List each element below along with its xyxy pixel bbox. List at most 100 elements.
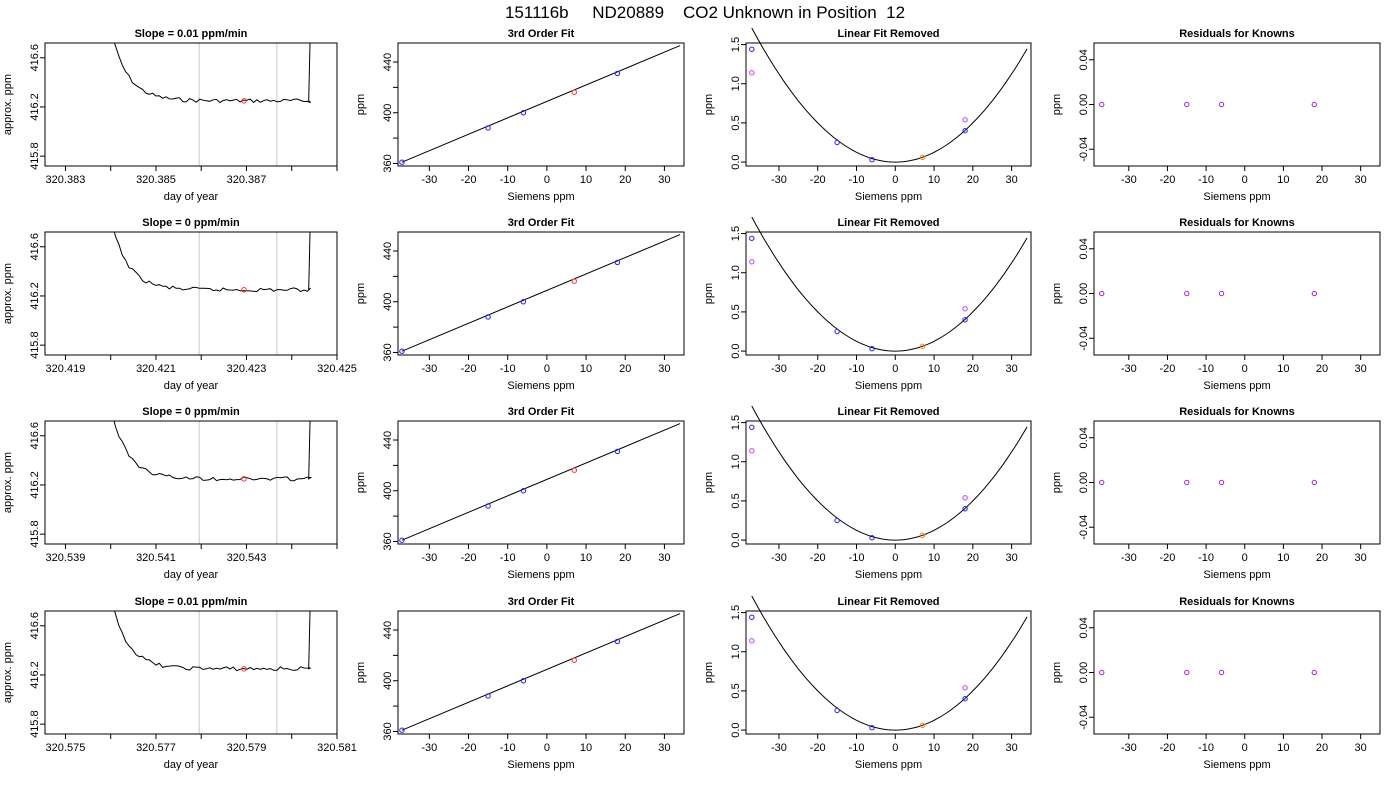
x-tick-label: -30 xyxy=(1121,742,1137,754)
y-tick-label: 400 xyxy=(382,672,394,690)
x-tick-label: 20 xyxy=(619,742,631,754)
y-tick-label: 416.2 xyxy=(29,471,41,499)
y-axis-label: ppm xyxy=(703,94,715,115)
x-tick-label: 30 xyxy=(1005,552,1017,564)
panel-title: Slope = 0 ppm/min xyxy=(142,217,240,229)
residual-point xyxy=(1099,290,1105,297)
fit-line xyxy=(401,45,681,163)
unknown-point xyxy=(571,278,578,284)
residual-point xyxy=(1311,290,1317,297)
y-tick-label: 0.0 xyxy=(730,343,742,358)
x-tick-label: 30 xyxy=(1355,363,1367,375)
time-series-panel: 320.539 320.541 320.543 415.8 416.2 416.6 Slop… xyxy=(2,406,338,581)
x-tick-label: 320.575 xyxy=(46,742,86,754)
y-axis-label: ppm xyxy=(703,472,715,493)
y-tick-label: 0.5 xyxy=(730,304,742,319)
x-axis-label: Siemens ppm xyxy=(1203,569,1270,581)
panel-title: 3rd Order Fit xyxy=(508,217,575,229)
x-axis-label: day of year xyxy=(164,380,219,392)
panel-title: Linear Fit Removed xyxy=(837,28,939,40)
y-axis-label: ppm xyxy=(1051,662,1063,683)
panel-row: 320.539 320.541 320.543 415.8 416.2 416.6 Slop… xyxy=(2,405,1381,581)
y-tick-label: 440 xyxy=(382,53,394,71)
known-point xyxy=(869,346,875,352)
known-point xyxy=(869,535,875,541)
y-tick-label: 416.2 xyxy=(29,93,41,121)
x-tick-label: 320.385 xyxy=(136,174,176,186)
y-tick-label: 0.0 xyxy=(730,532,742,547)
x-tick-label: 10 xyxy=(928,742,940,754)
plot-frame xyxy=(1093,231,1381,356)
concentration-trace xyxy=(113,43,312,104)
x-tick-label: -10 xyxy=(1198,174,1214,186)
x-tick-label: -10 xyxy=(1198,552,1214,564)
plot-frame xyxy=(397,42,685,167)
residual-point xyxy=(1311,479,1317,486)
y-tick-label: 0.0 xyxy=(730,722,742,737)
known-point xyxy=(749,235,755,241)
fit-line xyxy=(401,234,681,352)
x-tick-label: 320.541 xyxy=(136,552,176,564)
y-tick-label: 416.2 xyxy=(29,661,41,689)
x-tick-label: -30 xyxy=(1121,174,1137,186)
x-tick-label: 320.539 xyxy=(46,552,86,564)
x-tick-label: 10 xyxy=(1277,742,1289,754)
x-axis-label: day of year xyxy=(164,569,219,581)
x-tick-label: -20 xyxy=(1159,552,1175,564)
x-tick-label: -10 xyxy=(849,174,865,186)
raw-point xyxy=(749,70,755,76)
x-axis-label: Siemens ppm xyxy=(507,191,574,203)
x-tick-label: -30 xyxy=(1121,552,1137,564)
x-tick-label: -20 xyxy=(461,742,477,754)
x-tick-label: -20 xyxy=(1159,742,1175,754)
residual-point xyxy=(1099,479,1105,486)
x-tick-label: 320.543 xyxy=(227,552,267,564)
x-axis-label: Siemens ppm xyxy=(855,191,922,203)
known-point xyxy=(399,537,405,543)
y-tick-label: 400 xyxy=(382,482,394,500)
plot-frame xyxy=(1093,42,1381,167)
raw-point xyxy=(962,685,968,691)
x-tick-label: -20 xyxy=(461,174,477,186)
unknown-point xyxy=(919,532,926,539)
x-tick-label: 20 xyxy=(1316,552,1328,564)
x-tick-label: 320.423 xyxy=(227,363,267,375)
x-tick-label: 10 xyxy=(1277,174,1289,186)
x-tick-label: 20 xyxy=(967,552,979,564)
x-tick-label: 20 xyxy=(967,742,979,754)
plot-frame xyxy=(397,420,685,545)
y-tick-label: 415.8 xyxy=(29,710,41,738)
linear-removed-panel: -30 -20 -10 0 10 20 30 0.0 0.5 1.0 1.5 Linear Fit R… xyxy=(703,595,1032,771)
x-tick-label: -10 xyxy=(1198,742,1214,754)
panel-grid: 320.383 320.385 320.387 415.8 416.2 416.6 Slop… xyxy=(2,27,1381,771)
panel-title: Linear Fit Removed xyxy=(837,596,939,608)
y-tick-label: 400 xyxy=(382,293,394,311)
y-tick-label: 0.04 xyxy=(1078,617,1090,638)
fit-panel: -30 -20 -10 0 10 20 30 360 400 440 3rd Order Fit Si… xyxy=(355,596,685,771)
y-tick-label: -0.04 xyxy=(1078,326,1090,351)
residuals-panel: -30 -20 -10 0 10 20 30 -0.04 0.00 0.04 Residuals f… xyxy=(1051,217,1381,392)
plot-frame xyxy=(44,610,338,735)
residuals-panel: -30 -20 -10 0 10 20 30 -0.04 0.00 0.04 Residuals f… xyxy=(1051,406,1381,581)
panel-title: Slope = 0.01 ppm/min xyxy=(135,28,248,40)
y-tick-label: 0.5 xyxy=(730,683,742,698)
y-tick-label: 1.0 xyxy=(730,265,742,280)
residuals-panel: -30 -20 -10 0 10 20 30 -0.04 0.00 0.04 Residuals f… xyxy=(1051,28,1381,203)
residual-point xyxy=(1218,479,1225,486)
x-tick-label: -30 xyxy=(771,174,787,186)
panel-title: Linear Fit Removed xyxy=(837,217,939,229)
known-point xyxy=(749,424,755,430)
x-tick-label: -20 xyxy=(810,363,826,375)
unknown-point xyxy=(571,657,578,663)
y-axis-label: ppm xyxy=(703,662,715,683)
y-tick-label: 1.0 xyxy=(730,76,742,91)
x-tick-label: -20 xyxy=(810,174,826,186)
known-point xyxy=(749,614,755,620)
y-axis-label: ppm xyxy=(355,283,367,304)
known-point xyxy=(485,693,491,699)
known-point xyxy=(399,159,405,165)
raw-point xyxy=(962,117,968,123)
x-tick-label: 30 xyxy=(1355,174,1367,186)
y-tick-label: 360 xyxy=(382,722,394,740)
time-series-panel: 320.419 320.421 320.423 320.425 415.8 416.2 41… xyxy=(2,217,357,392)
